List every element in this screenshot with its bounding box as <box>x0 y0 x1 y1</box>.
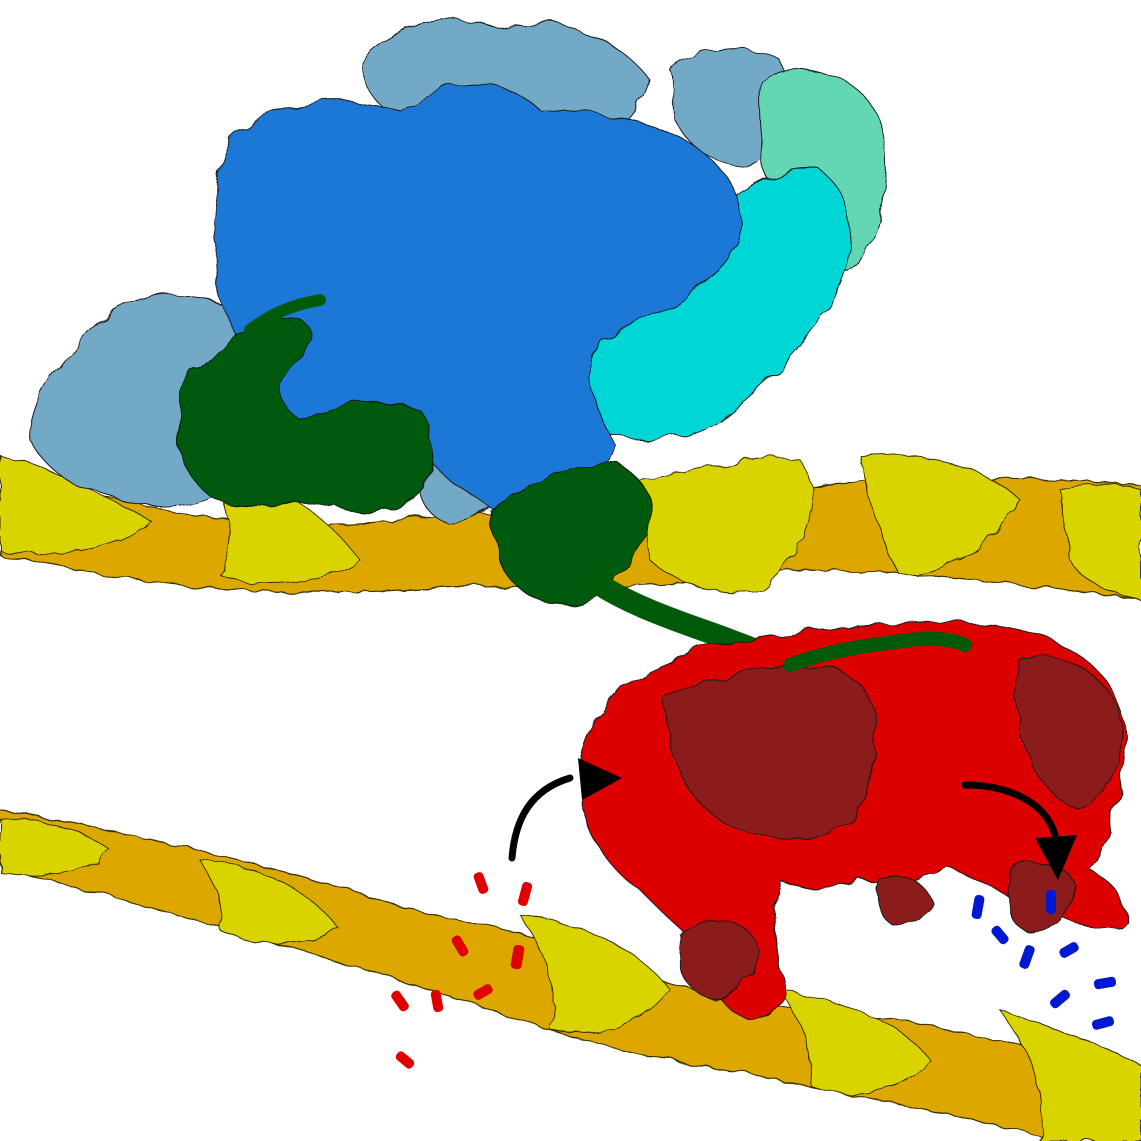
green-tether-on-red <box>783 631 972 672</box>
lower-dna-strand-light-1 <box>0 818 111 876</box>
red-nucleotide <box>517 882 533 906</box>
arrow-left-head <box>578 758 622 800</box>
upper-dna-strand-light-3 <box>639 456 813 594</box>
dark-red-subunit-right <box>1014 656 1122 811</box>
upper-dna-strand-light-5 <box>1059 483 1141 601</box>
red-nucleotide <box>430 989 444 1013</box>
red-nucleotide <box>510 944 525 970</box>
red-nucleotide <box>473 872 489 894</box>
dark-red-subunit-small <box>876 875 931 927</box>
upper-dna-strand-light-1 <box>0 454 151 554</box>
green-subunit-left <box>178 317 435 514</box>
blue-nucleotide <box>971 894 985 920</box>
green-subunit-lower <box>489 463 651 606</box>
dark-red-subunit-lower-right <box>1006 861 1076 936</box>
arrow-left <box>508 774 574 862</box>
upper-dna-strand-light-4 <box>859 453 1021 576</box>
lower-dna-strand-light-2 <box>198 859 341 944</box>
blue-nucleotide <box>1049 989 1071 1009</box>
green-tether-top <box>244 294 326 336</box>
arrow-right-head <box>1035 835 1077 880</box>
lower-dna-strand-light-4 <box>778 989 931 1094</box>
dark-red-subunit-center <box>664 664 877 840</box>
red-protein-complex <box>578 621 1127 1022</box>
red-nucleotide <box>473 984 493 1000</box>
red-nucleotide <box>451 935 469 957</box>
red-nucleotides <box>391 872 533 1069</box>
arrow-right <box>961 781 1059 839</box>
blue-nucleotide <box>1093 976 1117 990</box>
red-nucleotide <box>391 990 409 1012</box>
blue-nucleotide <box>991 925 1009 945</box>
blue-nucleotide <box>1046 890 1056 914</box>
dark-red-subunit-lower-left <box>677 920 757 1001</box>
blue-nucleotide <box>1091 1016 1115 1030</box>
process-arrows <box>508 758 1077 880</box>
blue-nucleotides <box>971 890 1117 1030</box>
blue-nucleotide <box>1019 945 1035 969</box>
lower-dna-strand-light-3 <box>518 914 671 1035</box>
red-nucleotide <box>395 1051 415 1069</box>
blue-nucleotide <box>1059 942 1079 958</box>
upper-protein-complex <box>29 19 887 686</box>
lower-dna-helix <box>0 809 1141 1141</box>
lower-dna-strand-light-5 <box>998 1009 1141 1141</box>
